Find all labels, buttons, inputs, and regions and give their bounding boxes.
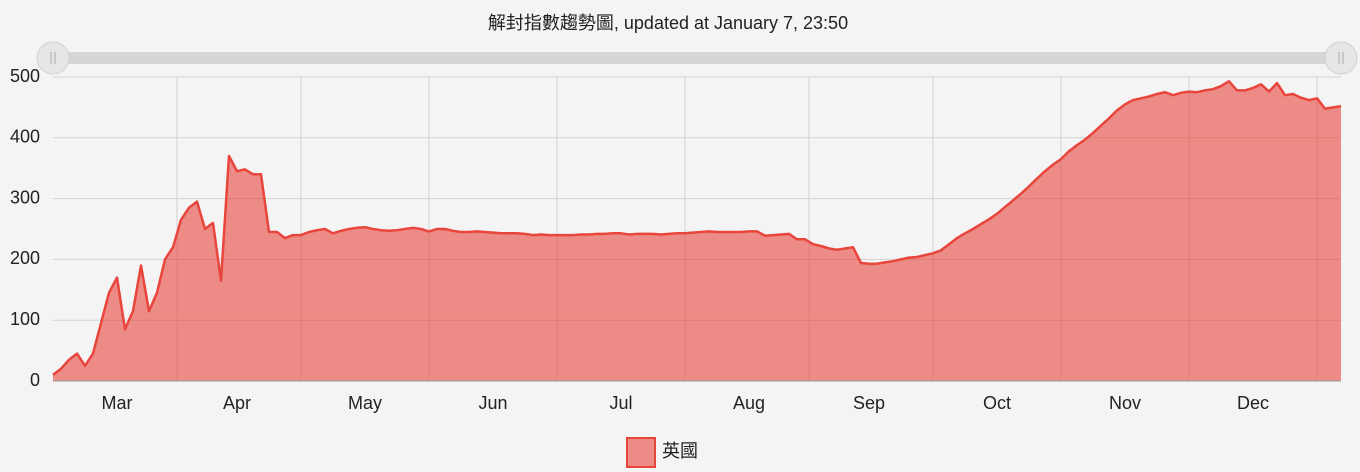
x-tick-label: Mar: [102, 393, 133, 413]
plot-area: 0 100 200 300 400 500 Mar Apr May Jun Jul Aug Sep Oct…: [10, 66, 1342, 413]
legend-label[interactable]: 英國: [662, 441, 698, 461]
y-tick-label: 100: [10, 309, 40, 329]
chart-title: 解封指數趨勢圖, updated at January 7, 23:50: [488, 13, 848, 33]
x-tick-label: Jul: [609, 393, 632, 413]
range-handle-right[interactable]: [1324, 41, 1358, 75]
x-tick-label: Jun: [478, 393, 507, 413]
x-tick-label: Nov: [1109, 393, 1141, 413]
y-tick-label: 400: [10, 127, 40, 147]
x-tick-label: Dec: [1237, 393, 1269, 413]
x-tick-label: May: [348, 393, 382, 413]
x-tick-label: Oct: [983, 393, 1011, 413]
legend-swatch[interactable]: [626, 437, 656, 468]
x-tick-label: Sep: [853, 393, 885, 413]
area-fill: [53, 81, 1341, 382]
y-tick-label: 500: [10, 66, 40, 86]
x-tick-label: Apr: [223, 393, 251, 413]
range-handle-left[interactable]: [36, 41, 70, 75]
y-tick-label: 200: [10, 248, 40, 268]
range-slider-track[interactable]: [53, 52, 1341, 64]
legend[interactable]: 英國: [626, 437, 698, 468]
y-tick-label: 300: [10, 187, 40, 207]
x-tick-label: Aug: [733, 393, 765, 413]
area-line: [52, 80, 1342, 376]
y-tick-label: 0: [30, 370, 40, 390]
